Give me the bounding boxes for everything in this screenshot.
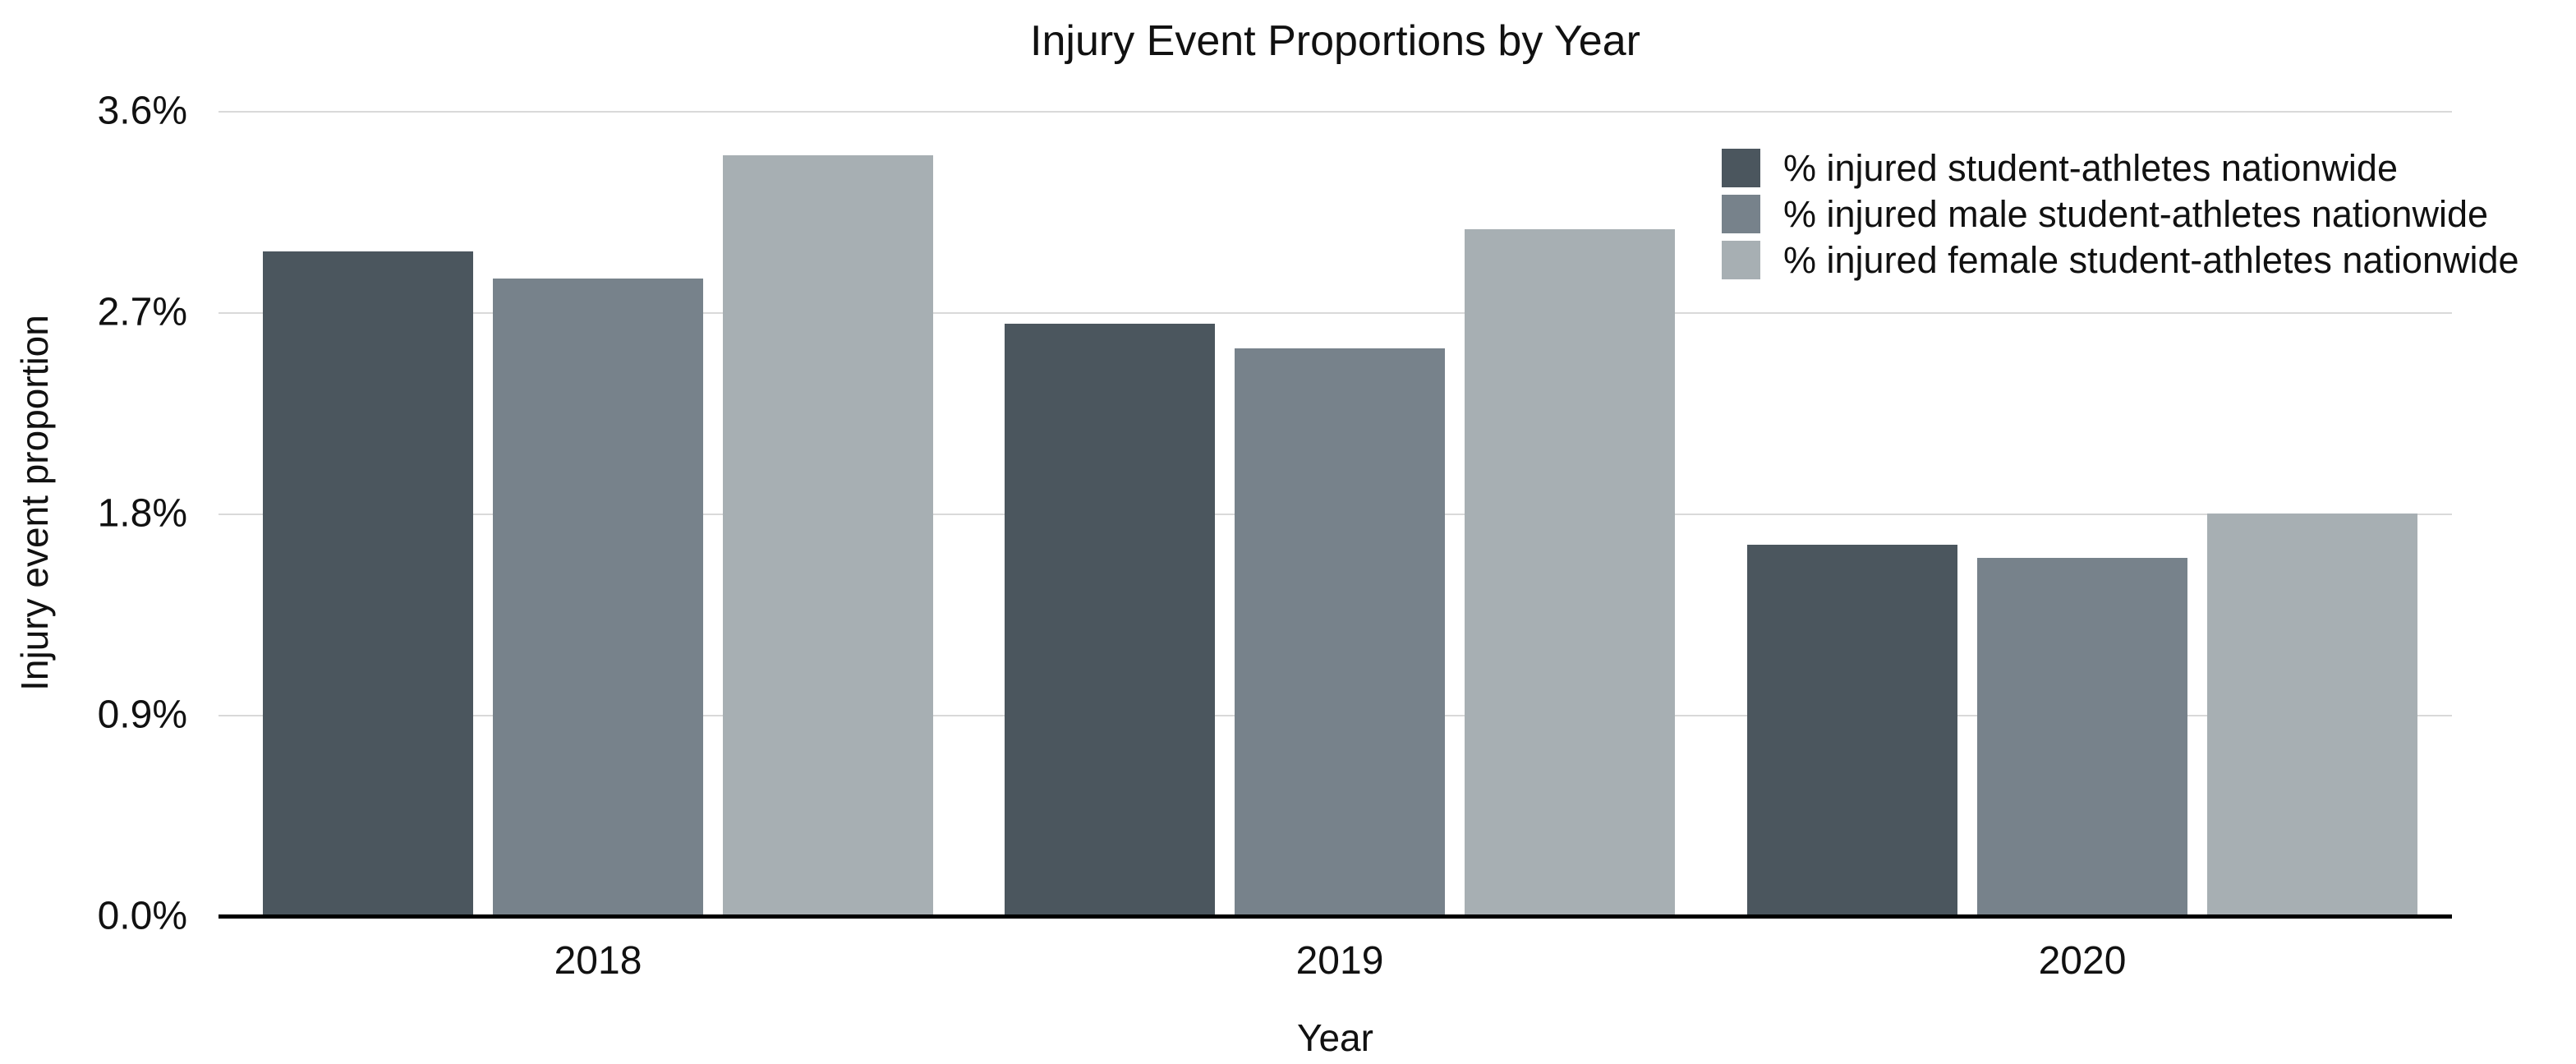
y-tick-label: 0.0% [97,894,187,938]
y-tick-label: 2.7% [97,290,187,334]
x-tick-label-2019: 2019 [1295,939,1384,983]
legend-label-nationwide: % injured student-athletes nationwide [1783,147,2398,189]
gridline-2.7% [218,312,2452,314]
legend-item-male: % injured male student-athletes nationwi… [1722,195,2519,233]
legend-swatch-female [1722,241,1760,279]
legend-item-female: % injured female student-athletes nation… [1722,241,2519,279]
bar-2020-nationwide [1747,545,1957,916]
legend-swatch-male [1722,195,1760,233]
x-tick-label-2018: 2018 [554,939,642,983]
bar-2020-female [2207,514,2417,916]
x-axis-line [218,914,2452,919]
legend-swatch-nationwide [1722,149,1760,187]
bar-2019-male [1235,348,1445,916]
gridline-3.6% [218,111,2452,113]
legend: % injured student-athletes nationwide% i… [1722,149,2519,279]
chart-title: Injury Event Proportions by Year [1030,17,1640,65]
legend-label-female: % injured female student-athletes nation… [1783,239,2519,281]
bar-2019-female [1465,229,1675,916]
x-tick-label-2020: 2020 [2038,939,2127,983]
y-tick-label: 1.8% [97,491,187,536]
bar-2018-male [493,279,703,916]
legend-item-nationwide: % injured student-athletes nationwide [1722,149,2519,187]
legend-label-male: % injured male student-athletes nationwi… [1783,193,2489,235]
bar-2019-nationwide [1005,324,1215,916]
y-tick-label: 3.6% [97,89,187,133]
bar-2018-nationwide [263,251,473,916]
bar-2020-male [1977,558,2187,916]
bar-2018-female [723,155,933,916]
x-axis-title: Year [1297,1016,1373,1059]
y-tick-label: 0.9% [97,693,187,737]
